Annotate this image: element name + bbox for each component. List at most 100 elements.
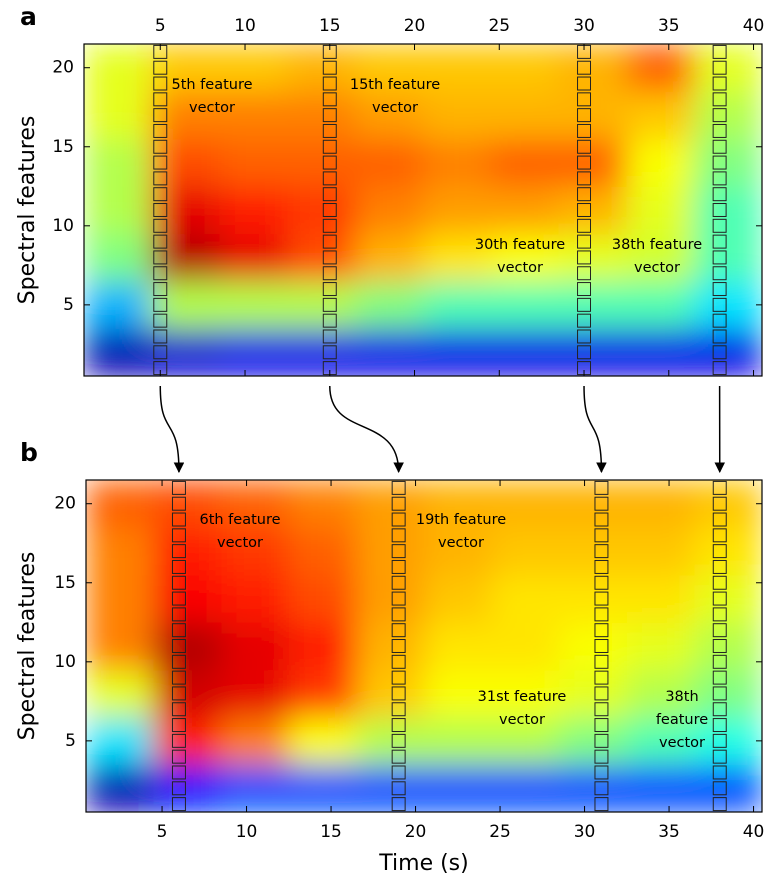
- feature-square: [712, 765, 727, 780]
- heat-cell: [84, 328, 153, 376]
- feature-square: [171, 623, 186, 638]
- heat-cell: [558, 138, 627, 187]
- feature-square: [577, 234, 592, 249]
- feature-square: [391, 797, 406, 812]
- heat-cell: [86, 527, 155, 576]
- heat-cell: [423, 233, 492, 282]
- heat-cell: [355, 44, 424, 92]
- feature-square: [712, 282, 727, 297]
- x-tick-label: 35: [658, 822, 680, 842]
- heat-cell: [694, 91, 762, 140]
- heat-cell: [424, 764, 493, 812]
- feature-square: [322, 250, 337, 265]
- feature-square: [577, 123, 592, 138]
- heat-cell: [287, 233, 356, 282]
- annotation: 30th feature: [475, 237, 565, 253]
- feature-square: [577, 60, 592, 75]
- heat-cell: [424, 717, 493, 766]
- heat-cell: [694, 233, 762, 282]
- feature-square: [577, 313, 592, 328]
- feature-square: [712, 702, 727, 717]
- feature-square: [171, 591, 186, 606]
- feature-square: [391, 639, 406, 653]
- heat-cell: [355, 281, 424, 330]
- heat-cell: [86, 764, 155, 812]
- heat-cell: [356, 669, 425, 718]
- feature-square: [577, 76, 592, 91]
- heat-cell: [287, 138, 356, 187]
- feature-square: [322, 218, 337, 233]
- feature-square: [712, 218, 727, 233]
- heat-cell: [694, 186, 762, 235]
- heat-cell: [694, 527, 762, 576]
- feature-square: [594, 733, 609, 748]
- heat-cell: [424, 480, 493, 528]
- feature-square: [712, 313, 727, 328]
- feature-square: [171, 607, 186, 622]
- feature-square: [594, 512, 609, 527]
- feature-square: [712, 44, 727, 59]
- heat-cell: [356, 527, 425, 576]
- annotation: 19th feature: [416, 512, 506, 528]
- feature-square: [594, 765, 609, 780]
- heat-cell: [288, 764, 357, 812]
- feature-square: [322, 297, 337, 312]
- heat-cell: [355, 138, 424, 187]
- heat-cell: [221, 574, 290, 623]
- x-tick-label: 25: [489, 822, 511, 842]
- heat-cell: [559, 717, 628, 766]
- heatmap-cells: [84, 44, 762, 376]
- feature-square: [153, 155, 168, 170]
- feature-square: [712, 480, 727, 495]
- heat-cell: [694, 44, 762, 92]
- heat-cell: [287, 91, 356, 140]
- feature-square: [712, 496, 727, 511]
- heat-cell: [626, 717, 695, 766]
- feature-square: [153, 171, 168, 186]
- heat-cell: [84, 44, 153, 92]
- x-axis-label: Time (s): [378, 851, 468, 876]
- heat-cell: [694, 669, 762, 718]
- heat-cell: [423, 138, 492, 187]
- feature-square: [594, 528, 609, 543]
- feature-square: [594, 480, 609, 495]
- feature-square: [594, 781, 609, 796]
- heat-cell: [626, 186, 695, 235]
- feature-square: [171, 781, 186, 796]
- feature-square: [712, 123, 727, 138]
- heat-cell: [423, 328, 492, 376]
- feature-square: [171, 797, 186, 812]
- feature-square: [153, 139, 168, 154]
- heat-cell: [694, 138, 762, 187]
- feature-square: [153, 329, 168, 344]
- heat-cell: [423, 281, 492, 330]
- feature-square: [171, 528, 186, 543]
- heat-cell: [221, 764, 290, 812]
- heat-cell: [288, 622, 357, 671]
- feature-square: [153, 234, 168, 249]
- heat-cell: [559, 480, 628, 528]
- heat-cell: [558, 186, 627, 235]
- heat-cell: [86, 669, 155, 718]
- panel-label: a: [20, 2, 37, 31]
- heat-cell: [356, 574, 425, 623]
- feature-square: [322, 108, 337, 123]
- heat-cell: [287, 186, 356, 235]
- feature-square: [391, 623, 406, 638]
- heat-cell: [84, 281, 153, 330]
- feature-square: [577, 203, 592, 217]
- heat-cell: [86, 717, 155, 766]
- annotation: 6th feature: [199, 512, 280, 528]
- feature-square: [322, 345, 337, 360]
- x-tick-label: 15: [319, 16, 341, 36]
- feature-square: [171, 575, 186, 590]
- y-tick-label: 20: [52, 58, 74, 78]
- heat-cell: [153, 717, 222, 766]
- heat-cell: [288, 527, 357, 576]
- feature-square: [171, 512, 186, 527]
- feature-square: [171, 670, 186, 685]
- feature-square: [712, 591, 727, 606]
- feature-square: [153, 108, 168, 123]
- heat-cell: [694, 717, 762, 766]
